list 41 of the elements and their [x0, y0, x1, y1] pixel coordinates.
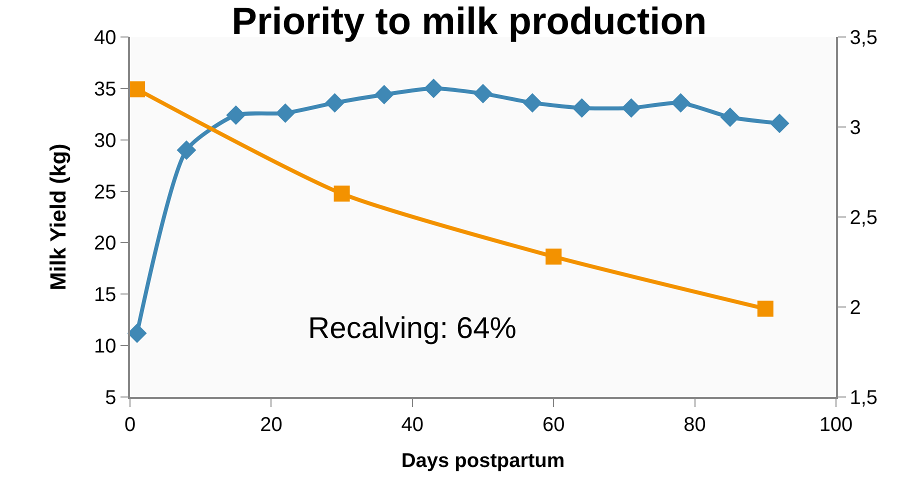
- x-tick-label: 40: [401, 414, 424, 436]
- y-tick-label: 25: [94, 181, 116, 204]
- point: [473, 84, 493, 104]
- y2-tick-label: 3,5: [850, 27, 878, 49]
- x-tick-label: 80: [684, 414, 706, 436]
- x-tick-label: 0: [124, 414, 136, 436]
- point: [334, 186, 350, 202]
- y-tick-label: 15: [94, 284, 116, 306]
- point: [176, 140, 196, 160]
- y-tick-label: 20: [94, 232, 116, 255]
- y-tick-label: 30: [94, 130, 116, 152]
- point: [129, 81, 146, 98]
- point: [720, 107, 740, 127]
- annotation: Recalving: 64%: [308, 312, 516, 345]
- x-tick-label: 60: [542, 414, 565, 436]
- point: [127, 323, 147, 343]
- x-axis-title: Days postpartum: [401, 450, 565, 472]
- point: [276, 103, 296, 123]
- y-tick-label: 40: [94, 27, 116, 49]
- point: [522, 93, 542, 113]
- y2-tick-label: 1,5: [850, 387, 878, 409]
- y-axis-title: Milk Yield (kg): [45, 144, 70, 290]
- point: [757, 300, 774, 317]
- y2-tick-label: 2: [850, 297, 861, 319]
- point: [670, 93, 690, 113]
- point: [424, 78, 444, 98]
- y-tick-label: 10: [94, 336, 116, 358]
- y-tick-label: 35: [94, 78, 116, 100]
- point: [374, 84, 394, 104]
- x-tick-label: 20: [260, 414, 282, 436]
- point: [770, 114, 790, 134]
- point: [324, 93, 344, 113]
- x-tick-label: 100: [819, 414, 853, 436]
- y2-tick-label: 3: [850, 117, 861, 139]
- y-tick-label: 5: [105, 387, 116, 409]
- point: [226, 105, 246, 125]
- point: [546, 248, 562, 265]
- point: [572, 98, 592, 118]
- chart-title: Priority to milk production: [232, 0, 707, 43]
- point: [622, 98, 642, 118]
- y2-tick-label: 2,5: [850, 207, 878, 229]
